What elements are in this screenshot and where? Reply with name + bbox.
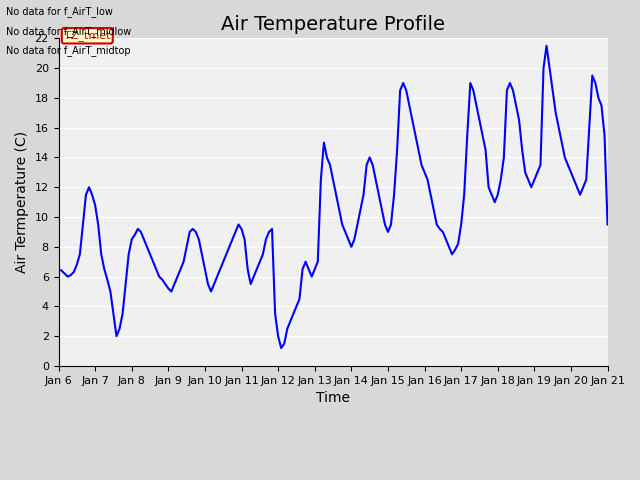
Text: TZ_tmet: TZ_tmet	[64, 30, 111, 41]
Text: No data for f_AirT_midtop: No data for f_AirT_midtop	[6, 45, 131, 56]
Legend: 	[328, 422, 338, 432]
Text: No data for f_AirT_midlow: No data for f_AirT_midlow	[6, 25, 132, 36]
Y-axis label: Air Termperature (C): Air Termperature (C)	[15, 131, 29, 273]
Title: Air Temperature Profile: Air Temperature Profile	[221, 15, 445, 34]
X-axis label: Time: Time	[316, 391, 350, 405]
Text: No data for f_AirT_low: No data for f_AirT_low	[6, 6, 113, 17]
